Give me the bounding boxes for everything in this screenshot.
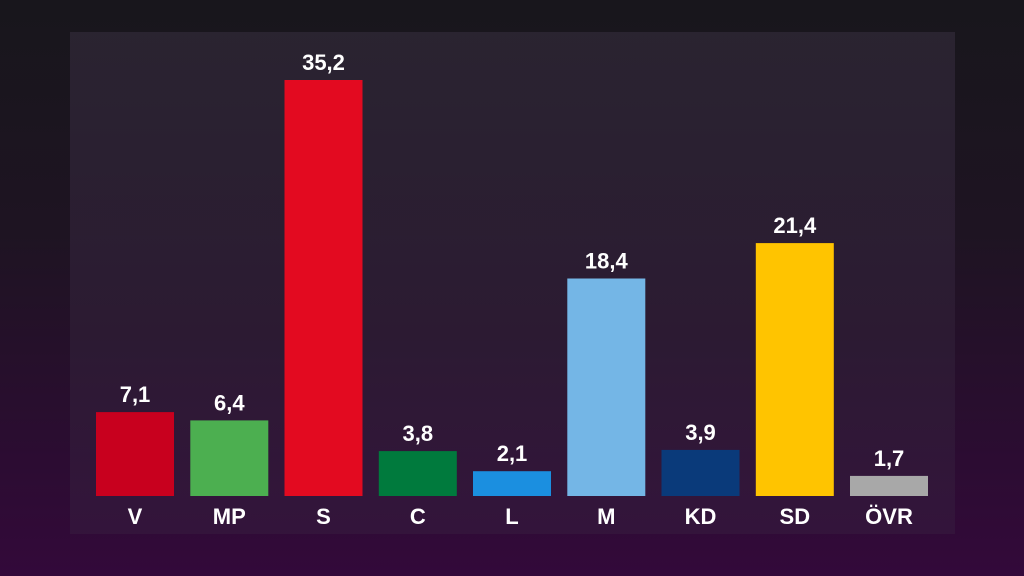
bar-c [378,451,457,496]
category-label-m: M [597,504,615,529]
category-label-kd: KD [685,504,717,529]
value-label-l: 2,1 [497,441,528,466]
category-label-mp: MP [213,504,246,529]
bar-l [473,471,551,496]
category-label-sd: SD [780,504,811,529]
value-label-sd: 21,4 [773,213,817,238]
bar-v [96,412,174,496]
value-label-m: 18,4 [585,249,629,274]
value-label-kd: 3,9 [685,420,716,445]
category-label-övr: ÖVR [865,504,913,529]
value-label-övr: 1,7 [874,446,905,471]
bar-s [284,80,363,496]
bar-sd [755,243,834,496]
bar-kd [661,449,740,496]
category-label-l: L [505,504,518,529]
category-label-v: V [128,504,143,529]
value-label-v: 7,1 [120,382,151,407]
value-label-c: 3,8 [403,421,434,446]
category-label-c: C [410,504,426,529]
bar-övr [850,475,928,496]
bar-mp [190,420,269,496]
value-label-s: 35,2 [302,50,345,75]
category-label-s: S [316,504,331,529]
bar-m [567,278,646,496]
value-label-mp: 6,4 [214,390,245,415]
